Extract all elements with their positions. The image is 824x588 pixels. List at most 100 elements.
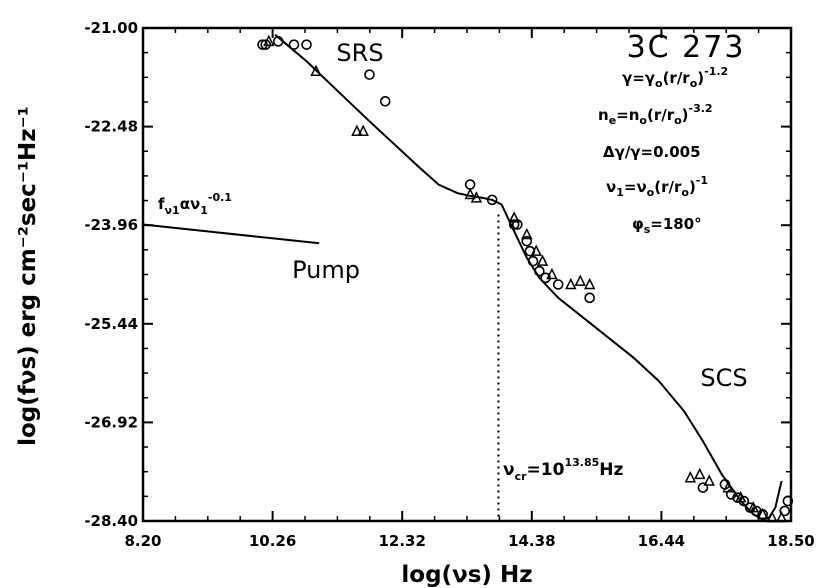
triangle-point <box>766 510 778 523</box>
pump-spectrum-line <box>142 223 320 245</box>
circle-point <box>552 279 564 290</box>
param1-sub2: o <box>639 114 647 127</box>
y-tick-label: -25.44 <box>84 315 138 333</box>
x-tick-labels: 8.20 10.26 12.32 14.38 16.44 18.50 <box>124 532 814 550</box>
circle-point <box>782 495 794 507</box>
circle-point <box>272 36 284 47</box>
circle-point <box>486 194 498 206</box>
triangle-point <box>734 491 747 503</box>
y-tick-label: -22.48 <box>84 118 138 136</box>
triangle-point <box>565 277 577 290</box>
circle-point <box>288 39 300 50</box>
triangle-point <box>756 507 769 520</box>
param3-sub: 1 <box>616 186 624 199</box>
param1-sup: -3.2 <box>689 102 713 115</box>
circle-point <box>364 69 375 80</box>
triangle-point <box>530 244 542 256</box>
y-tick-label: -23.96 <box>84 216 138 234</box>
parameter-dgamma: Δγ/γ=0.005 <box>603 143 701 161</box>
param0-sub: o <box>655 77 663 90</box>
triangle-point <box>310 64 322 77</box>
param1-base: n <box>598 106 609 124</box>
parameter-ne: ne=no(r/ro)-3.2 <box>598 102 713 127</box>
triangle-point <box>722 481 734 493</box>
y-tick-label: -28.40 <box>84 512 138 530</box>
triangle-point <box>508 211 520 223</box>
circle-point <box>527 255 539 267</box>
triangle-point <box>546 267 558 280</box>
pump-slope-mid: αν <box>180 195 201 213</box>
triangle-point <box>464 187 476 200</box>
param1-mid2: (r/r <box>647 106 675 124</box>
y-tick-labels: -21.00 -22.48 -23.96 -25.44 -26.92 -28.40 <box>84 19 138 530</box>
triangle-point <box>357 124 369 137</box>
param3-mid2: (r/r <box>654 178 682 196</box>
region-label-pump: Pump <box>292 256 360 284</box>
param1-mid: =n <box>616 106 639 124</box>
x-tick-label: 18.50 <box>767 532 814 550</box>
param0-sup: -1.2 <box>704 65 728 78</box>
param3-sub3: o <box>681 186 689 199</box>
circle-point <box>779 505 791 517</box>
param4-sub: s <box>644 223 651 236</box>
param0-end: ) <box>697 69 704 87</box>
triangle-point <box>583 277 596 290</box>
circle-point <box>534 265 545 277</box>
param4-mid: =180° <box>650 215 701 233</box>
model-parameters: γ=γo(r/ro)-1.2 ne=no(r/ro)-3.2 Δγ/γ=0.00… <box>598 65 728 236</box>
param0-base: γ=γ <box>622 69 655 87</box>
triangle-point <box>775 510 788 523</box>
param1-end: ) <box>682 106 689 124</box>
circle-point <box>584 292 595 304</box>
triangle-point <box>521 227 533 240</box>
triangle-point <box>684 471 697 483</box>
y-axis-label: log(fνs) erg cm⁻²sec⁻¹Hz⁻¹ <box>15 106 41 446</box>
param3-sub2: o <box>647 186 655 199</box>
parameter-phi: φs=180° <box>632 215 702 236</box>
region-label-srs: SRS <box>336 39 383 67</box>
pump-slope-label: fν1αν1-0.1 <box>158 191 232 217</box>
y-tick-label: -26.92 <box>84 413 138 431</box>
param4-base: φ <box>632 215 644 233</box>
param3-base: ν <box>606 178 616 196</box>
critical-exponent: 13.85 <box>564 456 599 469</box>
circle-point <box>697 482 709 493</box>
region-label-scs: SCS <box>700 364 747 392</box>
param3-end: ) <box>689 178 696 196</box>
x-axis-label: log(νs) Hz <box>401 562 532 588</box>
critical-nu: ν <box>503 460 515 480</box>
x-tick-label: 12.32 <box>378 532 425 550</box>
triangle-point <box>694 467 706 480</box>
param1-sub3: o <box>674 114 682 127</box>
data-marks <box>142 33 794 523</box>
circle-point <box>464 179 476 190</box>
x-tick-label: 8.20 <box>124 532 161 550</box>
parameter-nu1: ν1=νo(r/ro)-1 <box>606 174 708 199</box>
critical-unit: Hz <box>599 460 623 480</box>
x-tick-label: 16.44 <box>638 532 685 550</box>
critical-sub: cr <box>515 470 528 483</box>
triangle-point <box>470 191 483 203</box>
parameter-gamma: γ=γo(r/ro)-1.2 <box>622 65 728 90</box>
critical-mid: =10 <box>527 460 565 480</box>
param0-mid: (r/r <box>663 69 691 87</box>
x-tick-label: 14.38 <box>508 532 555 550</box>
pump-slope-f: f <box>158 195 165 213</box>
triangle-point <box>351 124 363 137</box>
pump-slope-mid-sub: 1 <box>200 204 208 217</box>
y-tick-label: -21.00 <box>84 19 138 37</box>
param0-sub2: o <box>690 77 698 90</box>
triangle-point <box>536 254 549 266</box>
circle-point <box>379 95 391 107</box>
triangle-point <box>263 34 275 47</box>
pump-slope-sub: ν1 <box>165 204 180 217</box>
critical-frequency-label: νcr=1013.85Hz <box>503 456 623 483</box>
pump-slope-exponent: -0.1 <box>208 191 232 204</box>
x-tick-label: 10.26 <box>249 532 296 550</box>
param1-sub: e <box>609 114 616 127</box>
triangle-point <box>747 500 759 513</box>
circle-point <box>521 235 533 247</box>
triangle-point <box>703 474 715 486</box>
triangle-point <box>574 274 586 286</box>
